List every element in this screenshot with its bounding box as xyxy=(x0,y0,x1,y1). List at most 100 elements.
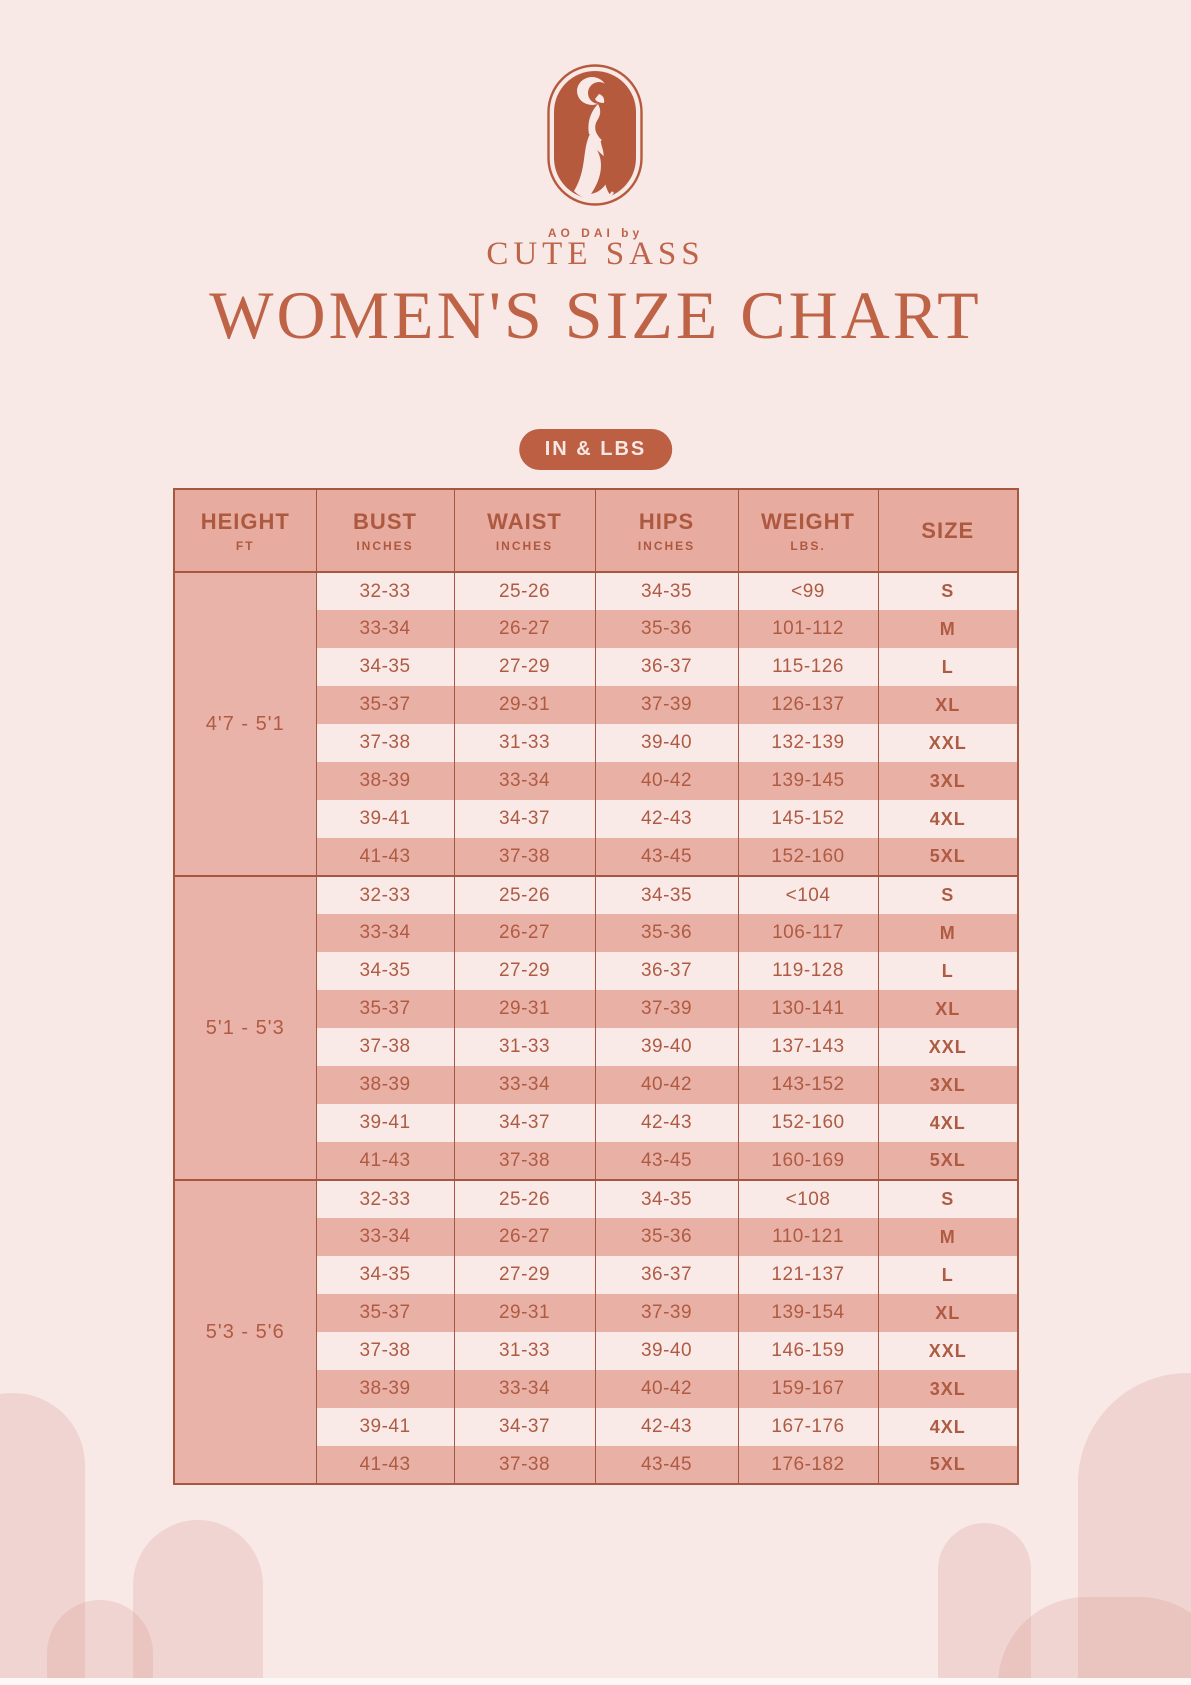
weight-cell: 159-167 xyxy=(737,1370,878,1408)
size-cell: XXL xyxy=(877,1028,1018,1066)
waist-cell: 33-34 xyxy=(453,762,595,800)
hips-cell: 35-36 xyxy=(594,1218,738,1256)
weight-cell: 132-139 xyxy=(737,724,878,762)
bust-cell: 39-41 xyxy=(315,1104,454,1142)
bust-cell: 37-38 xyxy=(315,1332,454,1370)
table-row: 38-39 33-34 40-42 143-152 3XL xyxy=(174,1066,1018,1104)
table-row: 33-34 26-27 35-36 110-121 M xyxy=(174,1218,1018,1256)
column-header-size: SIZE xyxy=(877,489,1018,573)
hips-cell: 39-40 xyxy=(594,1332,738,1370)
hips-cell: 42-43 xyxy=(594,800,738,838)
hips-cell: 42-43 xyxy=(594,1104,738,1142)
bust-cell: 33-34 xyxy=(315,610,454,648)
hips-cell: 40-42 xyxy=(594,1370,738,1408)
weight-cell: 143-152 xyxy=(737,1066,878,1104)
table-row: 33-34 26-27 35-36 101-112 M xyxy=(174,610,1018,648)
bust-cell: 32-33 xyxy=(315,875,454,914)
size-cell: XL xyxy=(877,1294,1018,1332)
waist-cell: 25-26 xyxy=(453,875,595,914)
table-row: 39-41 34-37 42-43 145-152 4XL xyxy=(174,800,1018,838)
brand-tagline: AO DAI by xyxy=(547,226,644,240)
table-row: 35-37 29-31 37-39 126-137 XL xyxy=(174,686,1018,724)
size-cell: M xyxy=(877,1218,1018,1256)
table-row: 41-43 37-38 43-45 160-169 5XL xyxy=(174,1142,1018,1180)
column-header-weight: WEIGHT LBS. xyxy=(737,489,878,573)
table-row: 39-41 34-37 42-43 152-160 4XL xyxy=(174,1104,1018,1142)
size-cell: 5XL xyxy=(877,838,1018,876)
waist-cell: 37-38 xyxy=(453,1142,595,1180)
size-cell: S xyxy=(877,1179,1018,1218)
waist-cell: 26-27 xyxy=(453,1218,595,1256)
weight-cell: 137-143 xyxy=(737,1028,878,1066)
size-cell: 4XL xyxy=(877,800,1018,838)
bust-cell: 35-37 xyxy=(315,990,454,1028)
table-row: 35-37 29-31 37-39 139-154 XL xyxy=(174,1294,1018,1332)
bust-cell: 39-41 xyxy=(315,800,454,838)
weight-cell: 101-112 xyxy=(737,610,878,648)
bust-cell: 41-43 xyxy=(315,838,454,876)
units-badge: IN & LBS xyxy=(518,429,673,470)
size-cell: XL xyxy=(877,990,1018,1028)
bust-cell: 33-34 xyxy=(315,914,454,952)
waist-cell: 26-27 xyxy=(453,610,595,648)
size-cell: 5XL xyxy=(877,1142,1018,1180)
waist-cell: 34-37 xyxy=(453,1104,595,1142)
table-row: 35-37 29-31 37-39 130-141 XL xyxy=(174,990,1018,1028)
hips-cell: 39-40 xyxy=(594,724,738,762)
weight-cell: 121-137 xyxy=(737,1256,878,1294)
hips-cell: 42-43 xyxy=(594,1408,738,1446)
waist-cell: 25-26 xyxy=(453,571,595,610)
weight-cell: 152-160 xyxy=(737,1104,878,1142)
bust-cell: 38-39 xyxy=(315,762,454,800)
hips-cell: 34-35 xyxy=(594,571,738,610)
column-header-bust: BUST INCHES xyxy=(315,489,454,573)
decorative-arch xyxy=(0,1393,85,1685)
bust-cell: 41-43 xyxy=(315,1446,454,1484)
table-row: 38-39 33-34 40-42 159-167 3XL xyxy=(174,1370,1018,1408)
hips-cell: 37-39 xyxy=(594,990,738,1028)
waist-cell: 31-33 xyxy=(453,1332,595,1370)
size-cell: M xyxy=(877,914,1018,952)
weight-cell: 176-182 xyxy=(737,1446,878,1484)
table-row: 34-35 27-29 36-37 121-137 L xyxy=(174,1256,1018,1294)
table-row: 5'3 - 5'6 32-33 25-26 34-35 <108 S xyxy=(173,1179,1018,1484)
hips-cell: 35-36 xyxy=(594,914,738,952)
size-cell: S xyxy=(877,571,1018,610)
hips-cell: 36-37 xyxy=(594,648,738,686)
size-cell: S xyxy=(877,875,1018,914)
weight-cell: 106-117 xyxy=(737,914,878,952)
bust-cell: 39-41 xyxy=(315,1408,454,1446)
bust-cell: 34-35 xyxy=(315,648,454,686)
waist-cell: 37-38 xyxy=(453,1446,595,1484)
waist-cell: 31-33 xyxy=(453,724,595,762)
bust-cell: 32-33 xyxy=(315,1179,454,1218)
size-cell: 4XL xyxy=(877,1408,1018,1446)
table-row: 37-38 31-33 39-40 137-143 XXL xyxy=(174,1028,1018,1066)
waist-cell: 29-31 xyxy=(453,990,595,1028)
bust-cell: 37-38 xyxy=(315,1028,454,1066)
table-row: 34-35 27-29 36-37 119-128 L xyxy=(174,952,1018,990)
hips-cell: 34-35 xyxy=(594,875,738,914)
weight-cell: 152-160 xyxy=(737,838,878,876)
waist-cell: 34-37 xyxy=(453,1408,595,1446)
size-cell: L xyxy=(877,952,1018,990)
bust-cell: 32-33 xyxy=(315,571,454,610)
table-row: 41-43 37-38 43-45 176-182 5XL xyxy=(174,1446,1018,1484)
hips-cell: 34-35 xyxy=(594,1179,738,1218)
weight-cell: 130-141 xyxy=(737,990,878,1028)
table-row: 5'1 - 5'3 32-33 25-26 34-35 <104 S xyxy=(173,875,1018,1180)
hips-cell: 37-39 xyxy=(594,1294,738,1332)
waist-cell: 25-26 xyxy=(453,1179,595,1218)
waist-cell: 29-31 xyxy=(453,1294,595,1332)
weight-cell: 146-159 xyxy=(737,1332,878,1370)
hips-cell: 36-37 xyxy=(594,952,738,990)
waist-cell: 33-34 xyxy=(453,1370,595,1408)
weight-cell: 119-128 xyxy=(737,952,878,990)
waist-cell: 31-33 xyxy=(453,1028,595,1066)
hips-cell: 39-40 xyxy=(594,1028,738,1066)
bust-cell: 35-37 xyxy=(315,686,454,724)
weight-cell: 115-126 xyxy=(737,648,878,686)
waist-cell: 29-31 xyxy=(453,686,595,724)
page-title: WOMEN'S SIZE CHART xyxy=(209,277,982,353)
weight-cell: 139-145 xyxy=(737,762,878,800)
